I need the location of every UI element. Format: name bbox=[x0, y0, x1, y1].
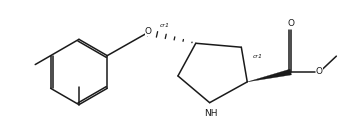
Text: O: O bbox=[287, 19, 294, 28]
Text: NH: NH bbox=[204, 109, 217, 118]
Text: O: O bbox=[145, 27, 152, 36]
Polygon shape bbox=[247, 69, 291, 82]
Text: O: O bbox=[316, 67, 322, 76]
Text: cr1: cr1 bbox=[253, 54, 263, 59]
Text: cr1: cr1 bbox=[160, 23, 170, 28]
